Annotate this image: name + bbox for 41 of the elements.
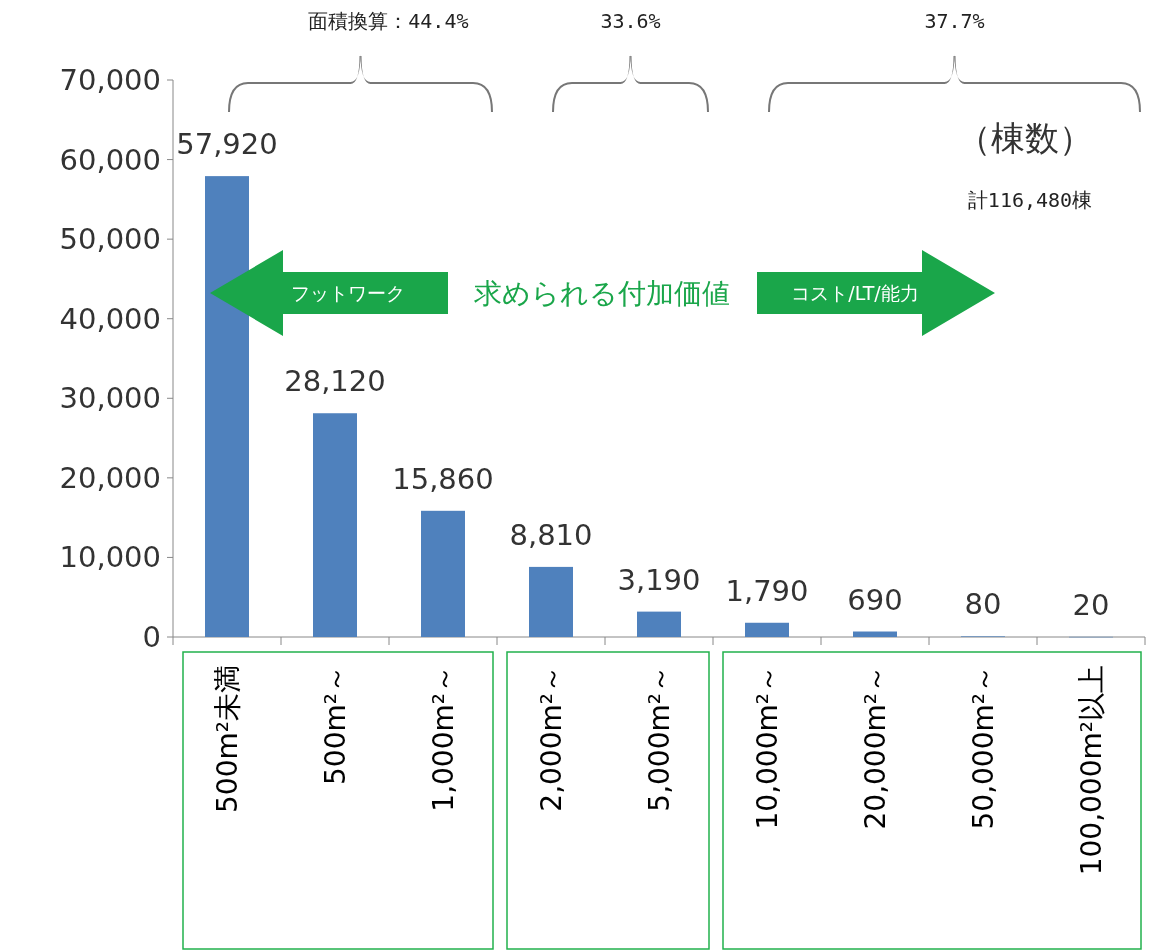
annotation: フットワーク [291, 282, 405, 304]
bar [421, 510, 465, 637]
annotation: （棟数） [957, 118, 1093, 158]
y-tick-label: 20,000 [59, 460, 161, 495]
text: 37.7% [924, 9, 985, 33]
y-tick-label: 30,000 [59, 381, 161, 416]
bar [853, 631, 897, 637]
data-label: 20 [1072, 587, 1110, 622]
bar [313, 413, 357, 637]
x-tick-label: 1,000m²～ [427, 665, 460, 812]
y-tick-label: 70,000 [59, 63, 161, 97]
x-tick-label: 2,000m²～ [535, 665, 568, 812]
annotation: 計116,480棟 [967, 188, 1093, 212]
x-tick-label: 100,000m²以上 [1075, 665, 1108, 876]
bar [205, 176, 249, 637]
data-label: 80 [964, 587, 1002, 622]
data-label: 57,920 [176, 127, 278, 162]
data-label: 15,860 [392, 461, 494, 496]
y-tick-label: 60,000 [59, 142, 161, 177]
text: 33.6% [600, 9, 661, 33]
data-label: 690 [847, 582, 903, 617]
x-tick-label: 5,000m²～ [643, 665, 676, 812]
y-tick-label: 10,000 [59, 540, 161, 575]
data-label: 1,790 [725, 573, 809, 608]
x-tick-label: 20,000m²～ [859, 665, 892, 830]
x-tick-label: 10,000m²～ [751, 665, 784, 830]
bar [637, 611, 681, 637]
annotation: 求められる付加価値 [474, 277, 730, 310]
annotation: コスト/LT/能力 [791, 282, 919, 304]
y-tick-label: 40,000 [59, 301, 161, 336]
data-label: 28,120 [284, 364, 386, 399]
x-tick-label: 50,000m²～ [967, 665, 1000, 830]
text: 面積換算：44.4% [308, 9, 469, 33]
y-tick-label: 0 [142, 620, 161, 654]
x-tick-label: 500m²未満 [211, 665, 244, 813]
y-tick-label: 50,000 [59, 222, 161, 257]
data-label: 3,190 [617, 562, 701, 597]
bar [745, 622, 789, 637]
bar [529, 566, 573, 637]
data-label: 8,810 [509, 517, 593, 552]
x-tick-label: 500m²～ [319, 665, 352, 785]
